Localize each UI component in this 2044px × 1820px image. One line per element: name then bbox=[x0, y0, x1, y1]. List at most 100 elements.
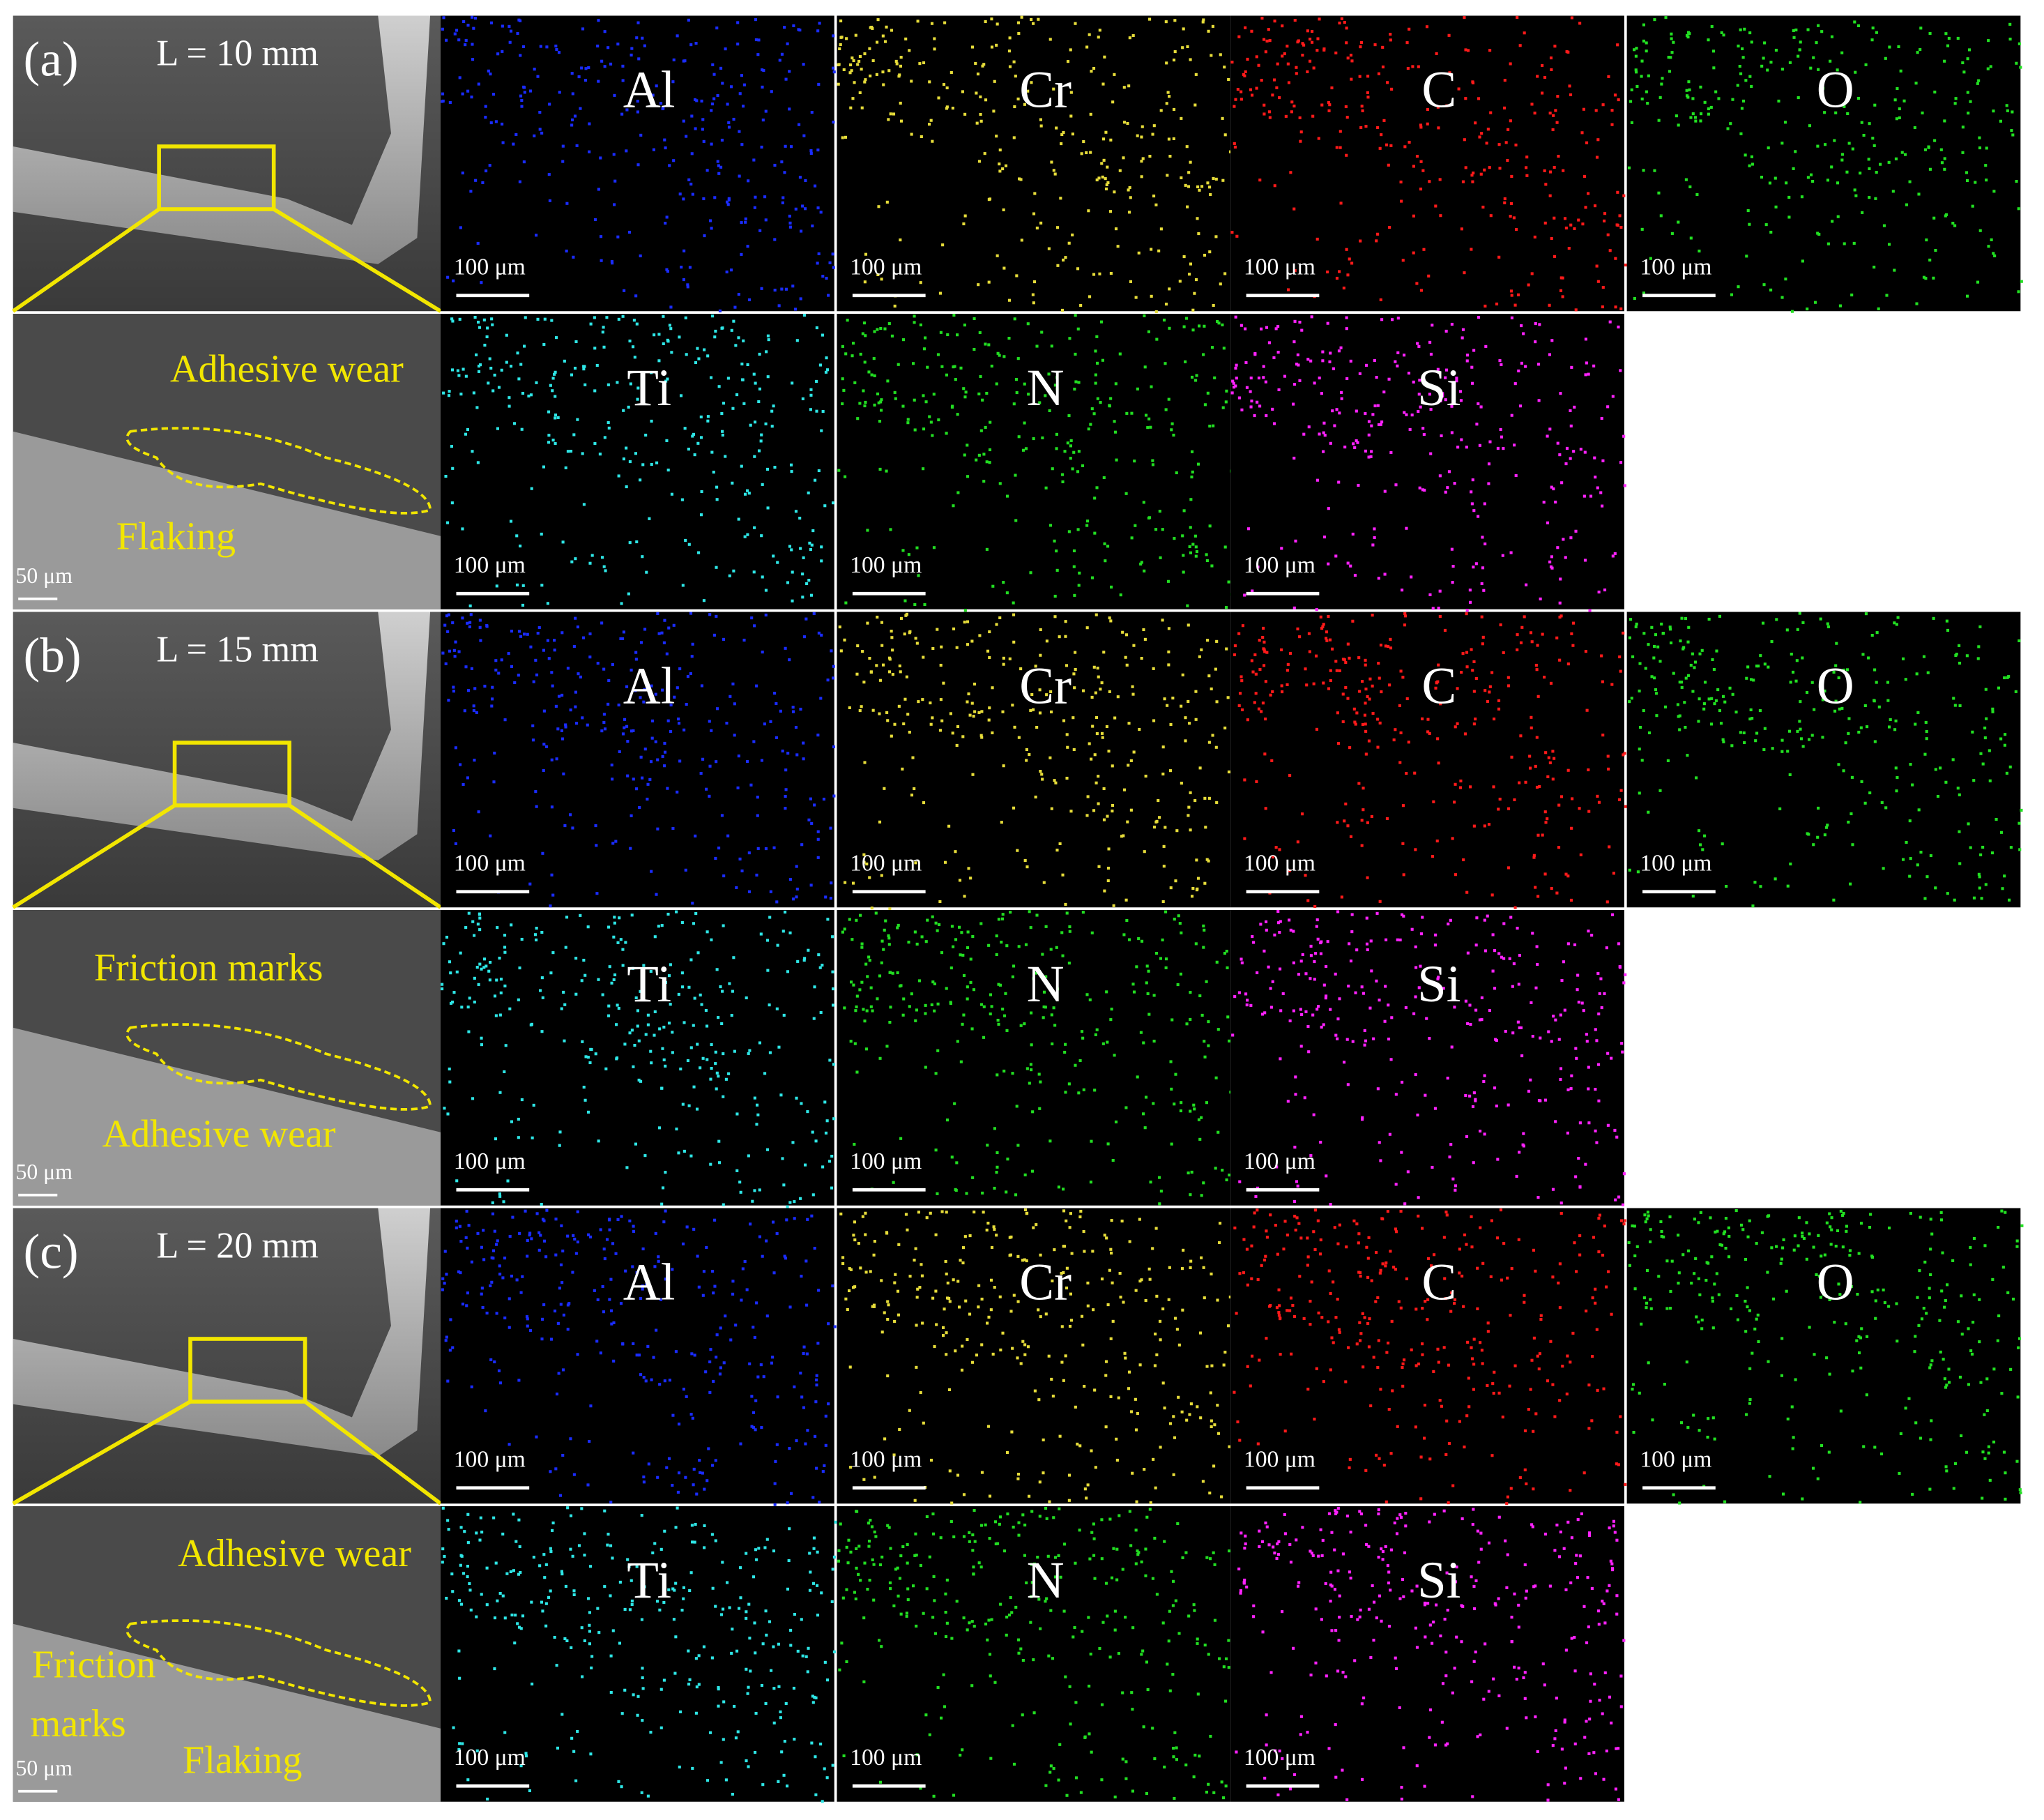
eds-dot bbox=[1508, 957, 1511, 960]
eds-dot bbox=[811, 1193, 815, 1197]
eds-dot bbox=[717, 1161, 722, 1165]
eds-dot bbox=[1477, 402, 1480, 406]
eds-dot bbox=[508, 1234, 512, 1238]
eds-dot bbox=[855, 918, 858, 922]
eds-dot bbox=[666, 787, 669, 790]
eds-dot bbox=[1152, 1102, 1155, 1105]
eds-dot bbox=[1327, 562, 1330, 566]
eds-dot bbox=[1327, 687, 1331, 690]
eds-dot bbox=[1622, 194, 1626, 197]
eds-dot bbox=[1159, 109, 1163, 112]
eds-dot bbox=[597, 188, 600, 191]
eds-dot bbox=[599, 1351, 602, 1355]
eds-dot bbox=[497, 672, 501, 675]
eds-dot bbox=[795, 887, 799, 891]
eds-dot bbox=[699, 772, 703, 775]
eds-dot bbox=[491, 323, 494, 326]
eds-dot bbox=[730, 1014, 733, 1017]
eds-dot bbox=[849, 106, 853, 109]
eds-dot bbox=[565, 916, 569, 919]
eds-dot bbox=[1470, 502, 1474, 506]
eds-dot bbox=[1142, 1112, 1145, 1116]
eds-dot bbox=[1169, 886, 1173, 890]
eds-dot bbox=[982, 1005, 986, 1008]
eds-dot bbox=[1640, 59, 1644, 63]
eds-dot bbox=[1339, 346, 1343, 349]
eds-dot bbox=[913, 787, 916, 791]
eds-dot bbox=[1450, 547, 1454, 551]
eds-dot bbox=[519, 54, 522, 57]
eds-dot bbox=[616, 235, 620, 238]
eds-dot bbox=[1532, 856, 1536, 859]
eds-dot bbox=[1672, 672, 1675, 675]
eds-dot bbox=[692, 1227, 696, 1231]
eds-dot bbox=[1826, 625, 1830, 628]
eds-dot bbox=[1055, 376, 1059, 379]
eds-dot bbox=[503, 718, 507, 722]
eds-dot bbox=[990, 364, 993, 368]
eds-dot bbox=[1359, 45, 1362, 49]
sampling-length: L = 20 mm bbox=[156, 1226, 319, 1266]
eds-dot bbox=[1315, 49, 1319, 52]
eds-dot bbox=[1363, 1043, 1366, 1047]
eds-dot bbox=[1971, 730, 1974, 734]
eds-dot bbox=[535, 927, 538, 930]
eds-dot bbox=[1399, 731, 1403, 735]
eds-dot bbox=[768, 1051, 772, 1054]
eds-dot bbox=[727, 1072, 731, 1075]
eds-dot bbox=[785, 1218, 788, 1222]
eds-dot bbox=[1315, 237, 1319, 241]
eds-dot bbox=[949, 966, 953, 970]
eds-dot bbox=[1085, 814, 1089, 817]
sampling-length: L = 15 mm bbox=[156, 630, 319, 670]
eds-dot bbox=[816, 206, 820, 210]
eds-dot bbox=[579, 675, 582, 678]
eds-dot bbox=[1466, 1022, 1470, 1025]
eds-dot bbox=[1380, 420, 1384, 424]
eds-dot bbox=[639, 755, 643, 759]
eds-dot bbox=[864, 252, 868, 256]
eds-dot bbox=[1908, 180, 1912, 183]
eds-dot bbox=[1699, 112, 1703, 116]
eds-dot bbox=[657, 333, 661, 336]
eds-dot bbox=[996, 351, 1000, 355]
eds-dot bbox=[782, 1183, 786, 1187]
eds-dot bbox=[886, 1318, 890, 1321]
eds-dot bbox=[560, 1224, 563, 1227]
eds-dot bbox=[1234, 98, 1237, 101]
eds-dot bbox=[538, 111, 542, 114]
eds-dot bbox=[874, 911, 878, 915]
eds-dot bbox=[1652, 656, 1656, 660]
eds-dot bbox=[503, 934, 507, 937]
eds-dot bbox=[814, 1400, 818, 1404]
eds-dot bbox=[1343, 21, 1346, 24]
eds-dot bbox=[473, 316, 477, 319]
eds-dot bbox=[445, 614, 449, 618]
eds-dot bbox=[700, 490, 703, 494]
eds-dot bbox=[2017, 290, 2020, 294]
eds-dot bbox=[1129, 280, 1133, 283]
eds-dot bbox=[678, 667, 682, 671]
eds-dot bbox=[1536, 962, 1539, 966]
eds-dot bbox=[1173, 50, 1177, 54]
eds-dot bbox=[480, 1245, 483, 1249]
eds-dot bbox=[645, 1283, 648, 1287]
eds-dot bbox=[1414, 945, 1417, 948]
eds-dot bbox=[1189, 1402, 1193, 1406]
eds-dot bbox=[477, 810, 480, 814]
eds-dot bbox=[2008, 38, 2012, 41]
eds-dot bbox=[731, 407, 735, 410]
eds-dot bbox=[1617, 942, 1621, 946]
eds-dot bbox=[1438, 474, 1442, 478]
eds-dot bbox=[1005, 591, 1009, 595]
eds-dot bbox=[775, 1232, 779, 1236]
eds-dot bbox=[721, 433, 724, 437]
eds-dot bbox=[1668, 70, 1672, 73]
eds-dot bbox=[694, 42, 698, 45]
eds-dot bbox=[1179, 1109, 1182, 1113]
eds-dot bbox=[599, 156, 602, 160]
eds-dot bbox=[1328, 360, 1332, 363]
eds-dot bbox=[1798, 720, 1801, 723]
eds-dot bbox=[936, 929, 939, 932]
eds-dot bbox=[637, 1078, 641, 1082]
